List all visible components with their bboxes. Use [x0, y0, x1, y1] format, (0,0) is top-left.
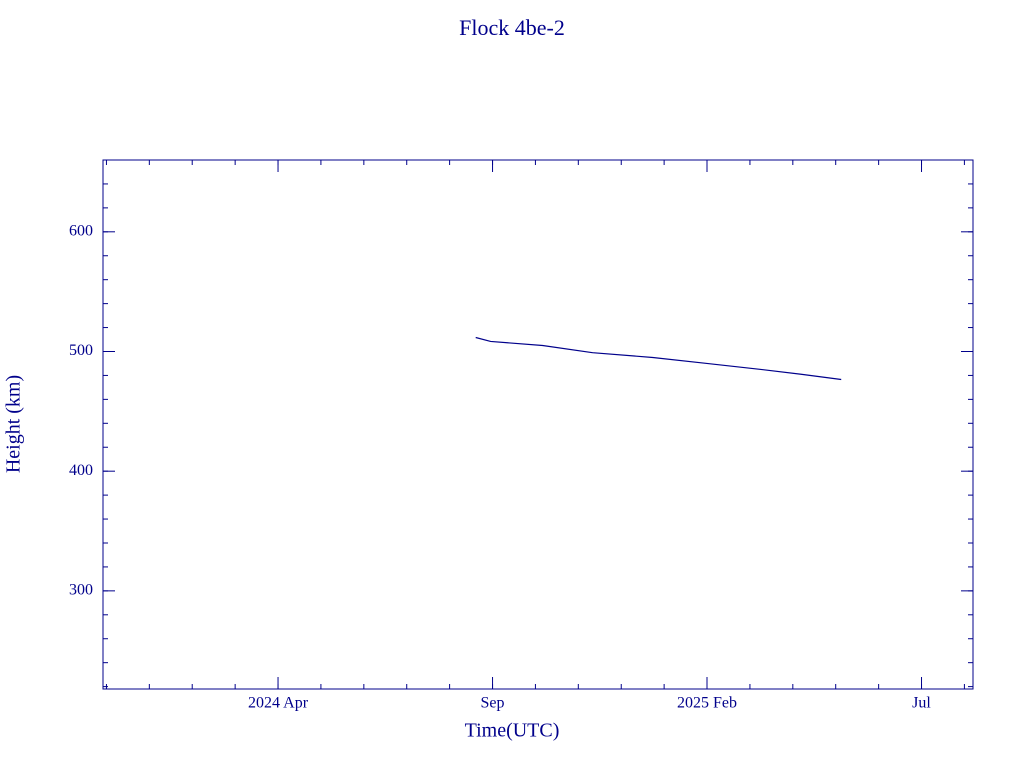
- y-tick-label: 400: [69, 462, 93, 479]
- x-tick-label: Sep: [481, 695, 505, 712]
- x-axis-label: Time(UTC): [465, 720, 560, 742]
- x-tick-label: 2024 Apr: [248, 695, 309, 712]
- y-tick-label: 300: [69, 582, 93, 599]
- plot-frame: [102, 159, 974, 690]
- chart-title: Flock 4be-2: [459, 15, 565, 40]
- y-axis-label: Height (km): [3, 375, 25, 473]
- y-tick-label: 600: [69, 222, 93, 239]
- x-tick-label: Jul: [912, 695, 931, 712]
- x-tick-label: 2025 Feb: [677, 695, 737, 712]
- data-line: [475, 336, 842, 381]
- y-tick-label: 500: [69, 342, 93, 359]
